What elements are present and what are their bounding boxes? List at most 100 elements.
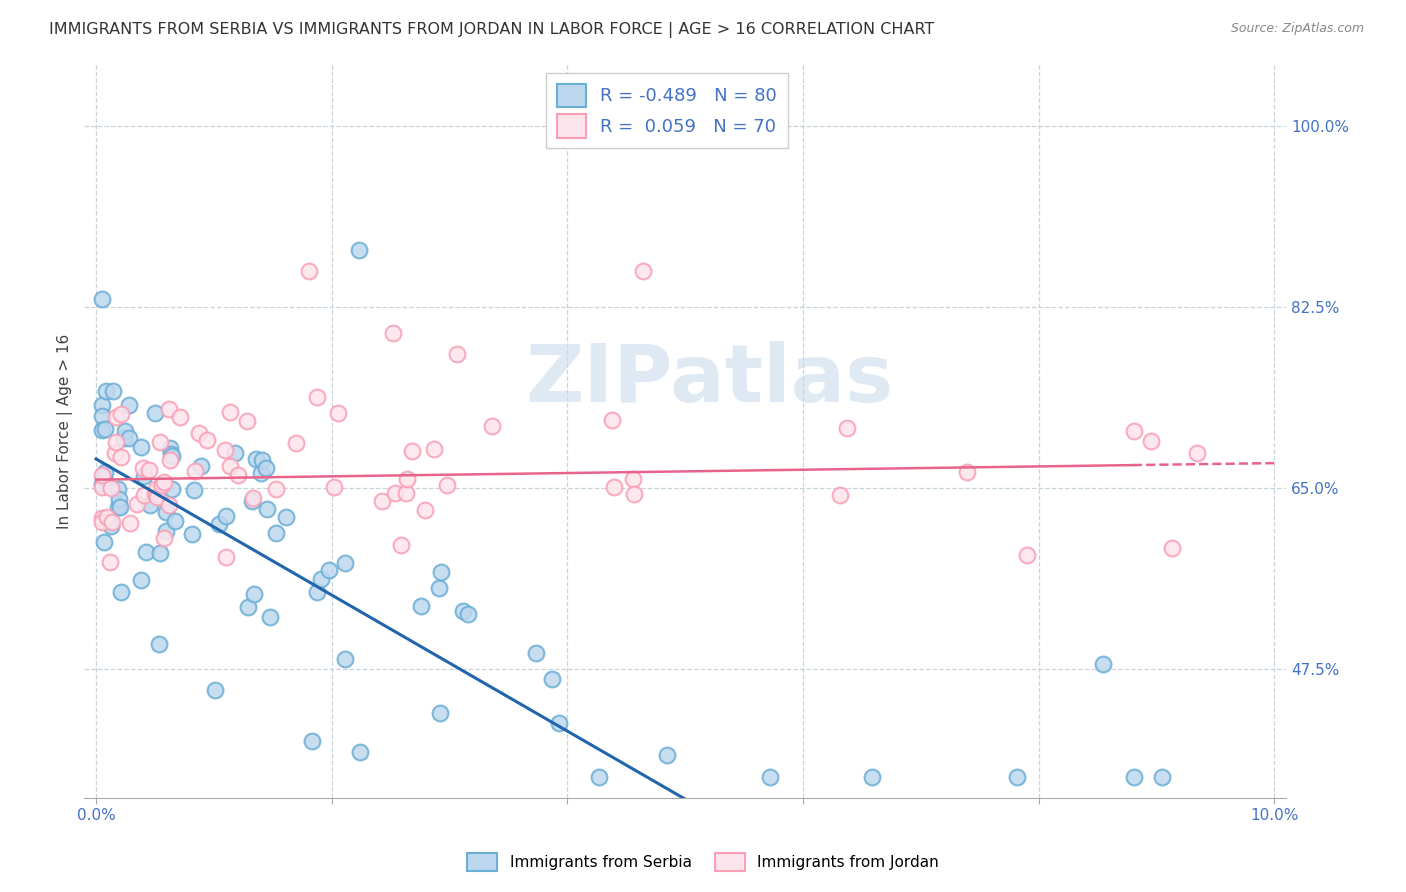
Point <box>110 585 132 599</box>
Point <box>541 672 564 686</box>
Point <box>160 449 183 463</box>
Point <box>188 426 211 441</box>
Point <box>347 243 370 257</box>
Point <box>837 421 859 435</box>
Point <box>481 419 503 434</box>
Point <box>759 771 782 785</box>
Point <box>104 410 127 425</box>
Text: IMMIGRANTS FROM SERBIA VS IMMIGRANTS FROM JORDAN IN LABOR FORCE | AGE > 16 CORRE: IMMIGRANTS FROM SERBIA VS IMMIGRANTS FRO… <box>49 22 935 38</box>
Point <box>381 326 404 340</box>
Point <box>311 572 333 586</box>
Point <box>214 442 236 457</box>
Point <box>157 402 180 417</box>
Point <box>93 470 115 484</box>
Point <box>250 453 273 467</box>
Point <box>285 435 308 450</box>
Point <box>621 472 644 486</box>
Point <box>132 488 155 502</box>
Point <box>631 264 654 278</box>
Point <box>436 477 458 491</box>
Point <box>307 390 329 404</box>
Point <box>169 410 191 425</box>
Point <box>146 485 169 500</box>
Point <box>91 424 114 438</box>
Point <box>524 646 547 660</box>
Point <box>245 452 267 467</box>
Point <box>457 607 479 621</box>
Point <box>318 563 340 577</box>
Point <box>91 468 114 483</box>
Point <box>129 573 152 587</box>
Point <box>181 527 204 541</box>
Point <box>160 447 183 461</box>
Point <box>451 603 474 617</box>
Point <box>149 435 172 450</box>
Point <box>145 490 167 504</box>
Point <box>208 516 231 531</box>
Point <box>94 465 117 479</box>
Point <box>129 440 152 454</box>
Point <box>219 405 242 419</box>
Point <box>138 463 160 477</box>
Point <box>91 510 114 524</box>
Point <box>349 745 371 759</box>
Point <box>371 494 394 508</box>
Point <box>100 519 122 533</box>
Point <box>215 549 238 564</box>
Point <box>143 487 166 501</box>
Point <box>401 443 423 458</box>
Point <box>155 524 177 539</box>
Point <box>159 441 181 455</box>
Point <box>298 264 321 278</box>
Text: Source: ZipAtlas.com: Source: ZipAtlas.com <box>1230 22 1364 36</box>
Point <box>411 599 433 614</box>
Point <box>429 706 451 720</box>
Point <box>256 501 278 516</box>
Point <box>103 384 125 399</box>
Point <box>395 471 418 485</box>
Point <box>96 510 118 524</box>
Point <box>132 461 155 475</box>
Point <box>1185 446 1208 460</box>
Point <box>105 434 128 449</box>
Point <box>153 475 176 490</box>
Point <box>114 425 136 439</box>
Point <box>112 431 135 445</box>
Point <box>190 458 212 473</box>
Point <box>1152 771 1174 785</box>
Point <box>1015 548 1038 562</box>
Point <box>335 556 357 570</box>
Point <box>94 384 117 399</box>
Point <box>218 459 240 474</box>
Point <box>395 486 418 500</box>
Point <box>1091 657 1114 671</box>
Point <box>110 407 132 421</box>
Point <box>98 555 121 569</box>
Point <box>143 406 166 420</box>
Point <box>184 464 207 478</box>
Point <box>600 413 623 427</box>
Point <box>149 545 172 559</box>
Y-axis label: In Labor Force | Age > 16: In Labor Force | Age > 16 <box>58 334 73 529</box>
Point <box>264 483 287 497</box>
Point <box>152 531 174 545</box>
Point <box>249 466 271 480</box>
Point <box>1005 771 1028 785</box>
Point <box>132 468 155 483</box>
Point <box>389 538 412 552</box>
Point <box>623 487 645 501</box>
Point <box>259 609 281 624</box>
Point <box>603 480 626 494</box>
Point <box>150 478 173 492</box>
Point <box>427 582 450 596</box>
Legend: R = -0.489   N = 80, R =  0.059   N = 70: R = -0.489 N = 80, R = 0.059 N = 70 <box>546 73 787 148</box>
Point <box>93 535 115 549</box>
Point <box>384 485 406 500</box>
Point <box>423 442 446 456</box>
Point <box>155 505 177 519</box>
Point <box>335 652 357 666</box>
Point <box>655 748 678 763</box>
Point <box>107 482 129 496</box>
Legend: Immigrants from Serbia, Immigrants from Jordan: Immigrants from Serbia, Immigrants from … <box>461 847 945 877</box>
Point <box>588 771 610 785</box>
